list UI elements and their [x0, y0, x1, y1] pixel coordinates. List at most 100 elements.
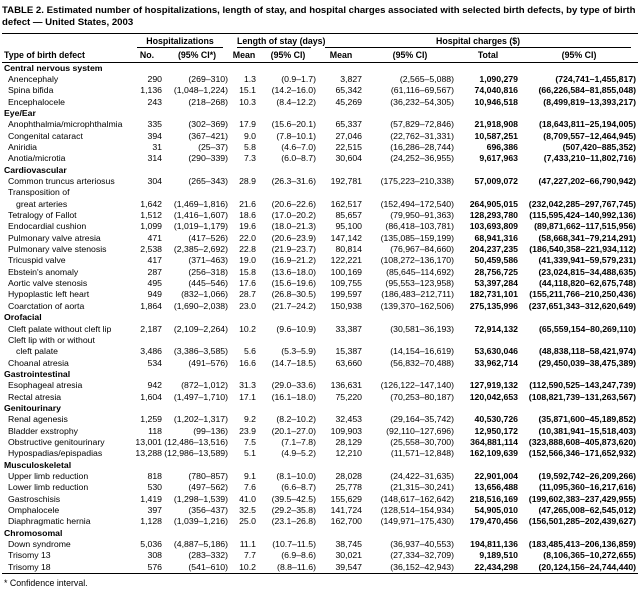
group-hospitalizations: Hospitalizations: [130, 33, 230, 48]
cell-hospitalizations-ci: (1,019–1,179): [173, 221, 229, 232]
cell-los-mean: 21.6: [239, 198, 257, 209]
group-hospital-charges-label: Hospital charges ($): [325, 34, 632, 48]
table-row: Rectal atresia 1,604 (1,497–1,710) 17.1 (16.…: [2, 392, 638, 403]
cell-charges-total: 53,630,046: [474, 346, 519, 357]
section-row: Gastrointestinal: [2, 369, 638, 380]
defect-label: Trisomy 13: [8, 550, 51, 561]
cell-charges-ci: (79,950–91,363): [390, 210, 455, 221]
cell-los-mean: 7.5: [243, 436, 257, 447]
section-row: Genitourinary: [2, 403, 638, 414]
cell-hospitalizations-no: 290: [147, 73, 163, 84]
cell-los-mean: 5.1: [243, 448, 257, 459]
cell-charges-total-ci: (156,501,285–202,439,627): [528, 516, 637, 527]
cell-charges-ci: (95,553–123,958): [385, 278, 455, 289]
cell-charges-total-ci: (47,265,008–62,545,012): [538, 505, 637, 515]
cell-hospitalizations-no: 530: [147, 482, 163, 493]
cell-hospitalizations-no: 3,486: [140, 346, 162, 357]
defect-label: Anencephaly: [8, 73, 59, 84]
table-row: Esophageal atresia 942 (872–1,012) 31.3 (29.…: [2, 380, 638, 391]
cell-los-mean: 17.1: [239, 391, 257, 402]
cell-hospitalizations-ci: (269–310): [188, 73, 229, 84]
table-row: Diaphragmatic hernia 1,128 (1,039–1,216) 25…: [2, 516, 638, 527]
cell-los-ci: (20.6–23.9): [271, 232, 317, 243]
cell-charges-mean: 28,028: [335, 470, 363, 481]
group-spacer: [2, 33, 130, 48]
cell-charges-ci: (57,829–72,846): [390, 119, 455, 130]
col-charges-total: Total: [456, 47, 521, 63]
cell-hospitalizations-no: 1,642: [140, 198, 162, 209]
table-row: Aortic valve stenosis 495 (445–546) 17.6 (15…: [2, 278, 638, 289]
section-row: Eye/Ear: [2, 108, 638, 119]
cell-charges-mean: 15,387: [335, 346, 363, 357]
cell-los-ci: (10.7–11.5): [272, 539, 317, 550]
table-row: Aniridia 31 (25–37) 5.8 (4.6–7.0) 22,515 (16,2…: [2, 142, 638, 153]
cell-charges-total-ci: (115,595,424–140,992,136): [529, 210, 637, 221]
cell-los-mean: 18.6: [239, 210, 257, 221]
cell-los-ci: (8.1–10.0): [276, 470, 317, 481]
defect-label: Upper limb reduction: [8, 470, 89, 481]
cell-los-ci: (6.6–8.7): [281, 482, 317, 493]
cell-los-ci: (0.9–1.7): [281, 73, 317, 84]
cell-hospitalizations-no: 818: [147, 470, 163, 481]
cell-hospitalizations-no: 1,419: [140, 493, 162, 504]
cell-hospitalizations-ci: (1,497–1,710): [173, 391, 229, 402]
table-row: Omphalocele 397 (356–437) 32.5 (29.2–35.8) 14…: [2, 505, 638, 516]
cell-charges-mean: 192,781: [330, 176, 363, 187]
cell-hospitalizations-no: 394: [147, 130, 163, 141]
cell-charges-ci: (25,558–30,700): [390, 436, 455, 447]
section-header: Musculoskeletal: [4, 459, 72, 470]
cell-charges-ci: (16,286–28,744): [390, 142, 455, 152]
cell-charges-ci: (86,418–103,781): [385, 221, 455, 232]
cell-charges-mean: 150,938: [330, 300, 363, 311]
section-row: Cardiovascular: [2, 165, 638, 176]
defect-label: Pulmonary valve atresia: [8, 232, 101, 243]
cell-hospitalizations-ci: (491–576): [188, 357, 229, 368]
cell-los-mean: 9.2: [243, 414, 257, 425]
cell-charges-total: 50,459,586: [474, 255, 519, 266]
cell-hospitalizations-no: 1,259: [140, 414, 162, 425]
cell-charges-mean: 109,903: [330, 425, 363, 436]
cell-charges-total-ci: (724,741–1,455,817): [555, 73, 637, 84]
cell-charges-mean: 30,604: [335, 153, 363, 164]
col-hospitalizations-ci: (95% CI*): [164, 47, 231, 63]
cell-los-mean: 15.8: [239, 266, 257, 277]
cell-charges-total-ci: (66,226,584–81,855,048): [538, 85, 637, 96]
table-body: Central nervous system Anencephaly 290 (269…: [2, 62, 638, 573]
defect-label: Pulmonary valve stenosis: [8, 244, 107, 255]
cell-charges-total: 12,950,172: [474, 425, 519, 436]
cell-charges-total: 182,731,101: [469, 289, 519, 300]
cell-charges-mean: 39,547: [335, 561, 363, 572]
cell-charges-mean: 30,021: [335, 550, 363, 561]
cell-charges-total: 9,617,963: [479, 153, 519, 164]
cell-charges-total-ci: (183,485,413–206,136,859): [528, 539, 637, 550]
cell-los-ci: (6.0–8.7): [281, 153, 317, 164]
cell-charges-ci: (22,762–31,331): [390, 130, 455, 141]
defect-label: Common truncus arteriosus: [8, 176, 115, 187]
cell-hospitalizations-ci: (1,298–1,539): [173, 493, 229, 504]
defect-label: Coarctation of aorta: [8, 300, 85, 311]
cell-charges-total: 72,914,132: [474, 323, 519, 334]
cell-los-mean: 17.9: [239, 119, 257, 130]
cell-charges-ci: (61,116–69,567): [390, 85, 455, 96]
defect-label: Ebstein's anomaly: [8, 266, 79, 277]
cell-hospitalizations-ci: (780–857): [188, 470, 229, 481]
cell-charges-total: 128,293,780: [469, 210, 519, 221]
cell-charges-ci: (24,422–31,635): [390, 470, 455, 481]
cell-hospitalizations-no: 314: [147, 153, 163, 164]
cell-los-ci: (14.2–16.0): [271, 85, 317, 96]
cell-hospitalizations-no: 243: [147, 96, 163, 107]
cell-los-mean: 16.6: [239, 357, 257, 368]
table-row: Encephalocele 243 (218–268) 10.3 (8.4–12.2) 4…: [2, 97, 638, 108]
cell-hospitalizations-ci: (283–332): [188, 550, 229, 561]
cell-los-mean: 15.1: [239, 85, 257, 96]
cell-charges-mean: 22,515: [335, 142, 363, 152]
table-row: Upper limb reduction 818 (780–857) 9.1 (8.1–…: [2, 471, 638, 482]
table-row: Hypospadias/epispadias 13,288 (12,986–13,5…: [2, 448, 638, 459]
cell-hospitalizations-no: 397: [147, 505, 163, 515]
cell-charges-total: 1,090,279: [479, 73, 519, 84]
table-row: Trisomy 18 576 (541–610) 10.2 (8.8–11.6) 39,5…: [2, 562, 638, 574]
cell-los-ci: (7.1–7.8): [281, 436, 317, 447]
cell-los-mean: 31.3: [239, 380, 257, 391]
table-row: Coarctation of aorta 1,864 (1,690–2,038) 23…: [2, 301, 638, 312]
group-hospitalizations-label: Hospitalizations: [137, 34, 224, 48]
